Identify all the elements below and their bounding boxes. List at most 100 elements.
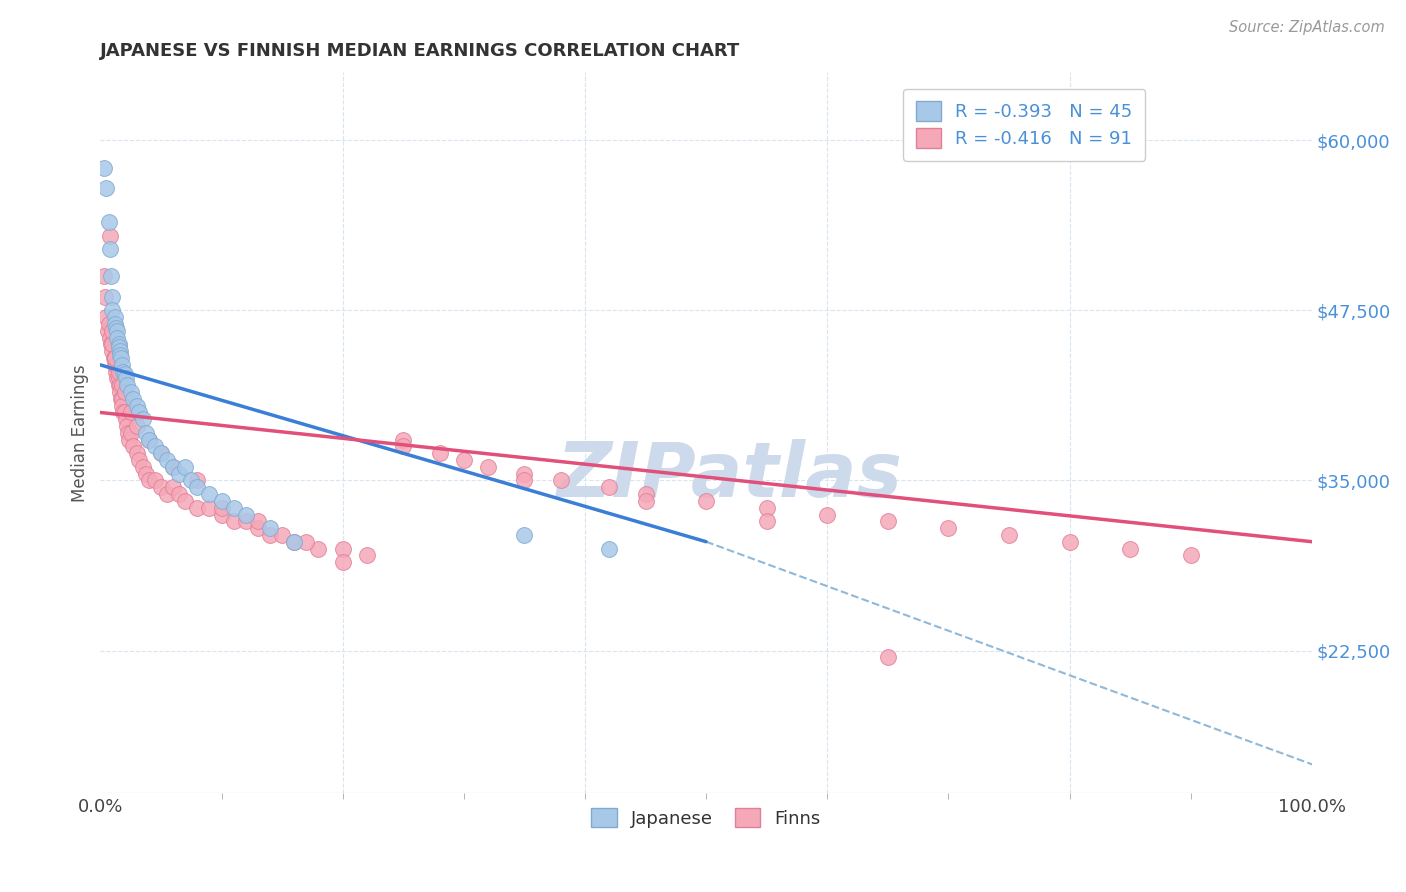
Text: ZIPatlas: ZIPatlas (557, 439, 903, 513)
Point (94, 290, 117, 304)
Point (93, 161, 115, 175)
Point (101, 344, 124, 359)
Point (156, 453, 179, 467)
Point (815, 508, 838, 522)
Point (98, 228, 121, 243)
Point (598, 541, 620, 556)
Point (107, 371, 129, 385)
Point (107, 378, 129, 392)
Point (112, 405, 135, 419)
Point (876, 650, 898, 665)
Point (634, 487, 657, 501)
Point (167, 487, 190, 501)
Point (259, 521, 281, 535)
Point (101, 303, 124, 318)
Point (332, 541, 354, 556)
Point (132, 412, 155, 426)
Point (125, 419, 148, 434)
Point (110, 392, 132, 406)
Text: JAPANESE VS FINNISH MEDIAN EARNINGS CORRELATION CHART: JAPANESE VS FINNISH MEDIAN EARNINGS CORR… (100, 42, 741, 60)
Point (122, 440, 145, 454)
Point (180, 474, 202, 488)
Point (120, 385, 142, 400)
Point (235, 514, 257, 528)
Point (128, 405, 150, 419)
Point (332, 555, 354, 569)
Point (110, 351, 132, 365)
Point (105, 331, 128, 345)
Point (149, 446, 172, 460)
Point (115, 419, 138, 434)
Point (108, 385, 131, 400)
Point (114, 371, 136, 385)
Point (938, 521, 960, 535)
Point (1180, 549, 1202, 563)
Point (96, 310, 118, 325)
Point (104, 317, 127, 331)
Point (104, 351, 127, 365)
Point (97, 324, 120, 338)
Point (105, 321, 128, 335)
Point (114, 385, 136, 400)
Point (98, 242, 121, 256)
Point (1059, 534, 1081, 549)
Point (122, 392, 145, 406)
Point (235, 508, 257, 522)
Point (149, 446, 172, 460)
Point (271, 528, 294, 542)
Point (125, 446, 148, 460)
Point (1119, 541, 1142, 556)
Point (138, 474, 160, 488)
Point (998, 528, 1021, 542)
Point (101, 290, 124, 304)
Point (108, 344, 131, 359)
Point (98, 331, 121, 345)
Point (103, 351, 125, 365)
Point (695, 494, 717, 508)
Point (211, 494, 233, 508)
Point (174, 494, 197, 508)
Point (162, 480, 184, 494)
Point (453, 453, 475, 467)
Point (198, 487, 221, 501)
Point (97, 215, 120, 229)
Point (513, 474, 536, 488)
Point (513, 528, 536, 542)
Point (107, 340, 129, 354)
Point (108, 348, 131, 362)
Point (876, 514, 898, 528)
Point (97, 317, 120, 331)
Point (111, 392, 134, 406)
Point (198, 500, 221, 515)
Point (634, 494, 657, 508)
Point (143, 440, 166, 454)
Point (755, 514, 778, 528)
Point (295, 534, 318, 549)
Point (186, 480, 208, 494)
Point (125, 399, 148, 413)
Point (111, 378, 134, 392)
Point (513, 467, 536, 481)
Point (259, 528, 281, 542)
Point (105, 365, 128, 379)
Point (96, 181, 118, 195)
Point (138, 433, 160, 447)
Point (246, 521, 269, 535)
Point (211, 508, 233, 522)
Point (222, 514, 245, 528)
Point (112, 365, 135, 379)
Point (128, 453, 150, 467)
Point (149, 480, 172, 494)
Point (186, 474, 208, 488)
Point (138, 433, 160, 447)
Point (550, 474, 572, 488)
Point (120, 425, 142, 440)
Point (167, 467, 190, 481)
Point (283, 534, 305, 549)
Point (104, 351, 127, 365)
Point (356, 549, 378, 563)
Point (105, 324, 128, 338)
Point (104, 310, 127, 325)
Point (108, 378, 131, 392)
Point (104, 358, 127, 372)
